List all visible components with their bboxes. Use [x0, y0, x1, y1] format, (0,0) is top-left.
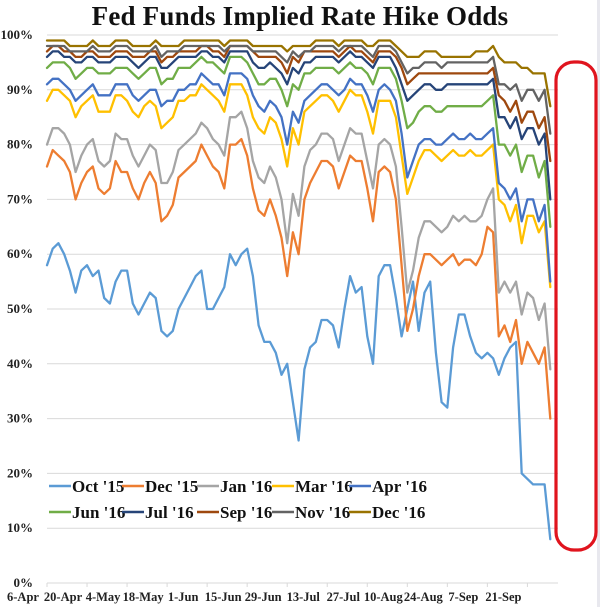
legend-item: Jan '16: [197, 477, 272, 496]
series-line-apr-16: [45, 72, 552, 283]
y-tick-label: 0%: [14, 575, 34, 590]
legend-item: Jun '16: [49, 503, 125, 522]
series-line-oct-15: [45, 242, 552, 541]
legend-label: Jan '16: [220, 477, 272, 496]
x-axis-ticks: 6-Apr 20-Apr 4-May 18-May 1-Jun 15-Jun 29-Jun 1…: [7, 583, 528, 604]
legend-item: Dec '16: [349, 503, 425, 522]
legend-item: Nov '16: [272, 503, 350, 522]
image-border: [597, 0, 600, 607]
y-tick-label: 10%: [7, 520, 33, 535]
legend-label: Nov '16: [295, 503, 350, 522]
y-tick-label: 20%: [7, 465, 33, 480]
legend-label: Sep '16: [220, 503, 272, 522]
x-tick-label: 24-Aug: [404, 590, 444, 604]
highlight-annotation: [554, 60, 598, 552]
legend-label: Mar '16: [295, 477, 353, 496]
y-tick-label: 50%: [7, 301, 33, 316]
x-tick-label: 7-Sep: [448, 590, 478, 604]
x-tick-label: 4-May: [86, 590, 121, 604]
gridlines: [47, 34, 558, 584]
series-line-dec-16: [45, 39, 552, 108]
legend-item: Sep '16: [197, 503, 272, 522]
y-tick-label: 100%: [1, 27, 34, 42]
legend-item: Apr '16: [349, 477, 427, 496]
series-line-sep-16: [45, 44, 552, 163]
x-tick-label: 1-Jun: [168, 590, 199, 604]
series-line-jan-16: [45, 110, 552, 371]
x-tick-label: 27-Jul: [327, 590, 361, 604]
series-lines: [45, 39, 552, 541]
legend-label: Oct '15: [72, 477, 124, 496]
legend-label: Dec '15: [145, 477, 198, 496]
x-tick-label: 6-Apr: [7, 590, 39, 604]
x-tick-label: 20-Apr: [44, 590, 83, 604]
series-line-jun-16: [45, 55, 552, 228]
legend-item: Jul '16: [122, 503, 194, 522]
x-tick-label: 29-Jun: [245, 590, 282, 604]
y-tick-label: 90%: [7, 82, 33, 97]
series-line-nov-16: [45, 44, 552, 135]
legend: Oct '15 Dec '15 Jan '16 Mar '16 Apr '16 Jun '…: [49, 477, 427, 522]
y-tick-label: 60%: [7, 246, 33, 261]
legend-label: Jul '16: [145, 503, 194, 522]
y-tick-label: 30%: [7, 411, 33, 426]
x-tick-label: 10-Aug: [364, 590, 404, 604]
y-axis-ticks: 0% 10% 20% 30% 40% 50% 60% 70% 80% 90% 100%: [1, 27, 34, 590]
series-line-dec-15: [45, 137, 552, 420]
series-line-jul-16: [45, 50, 552, 201]
legend-label: Dec '16: [372, 503, 425, 522]
legend-label: Jun '16: [72, 503, 125, 522]
y-tick-label: 70%: [7, 191, 33, 206]
x-tick-label: 21-Sep: [485, 590, 521, 604]
chart-title: Fed Funds Implied Rate Hike Odds: [91, 1, 509, 31]
x-tick-label: 15-Jun: [205, 590, 242, 604]
y-tick-label: 80%: [7, 137, 33, 152]
x-tick-label: 18-May: [123, 590, 165, 604]
x-tick-label: 13-Jul: [287, 590, 321, 604]
series-line-mar-16: [45, 83, 552, 289]
legend-item: Oct '15: [49, 477, 124, 496]
legend-label: Apr '16: [372, 477, 427, 496]
legend-item: Mar '16: [272, 477, 353, 496]
y-tick-label: 40%: [7, 356, 33, 371]
legend-item: Dec '15: [122, 477, 198, 496]
